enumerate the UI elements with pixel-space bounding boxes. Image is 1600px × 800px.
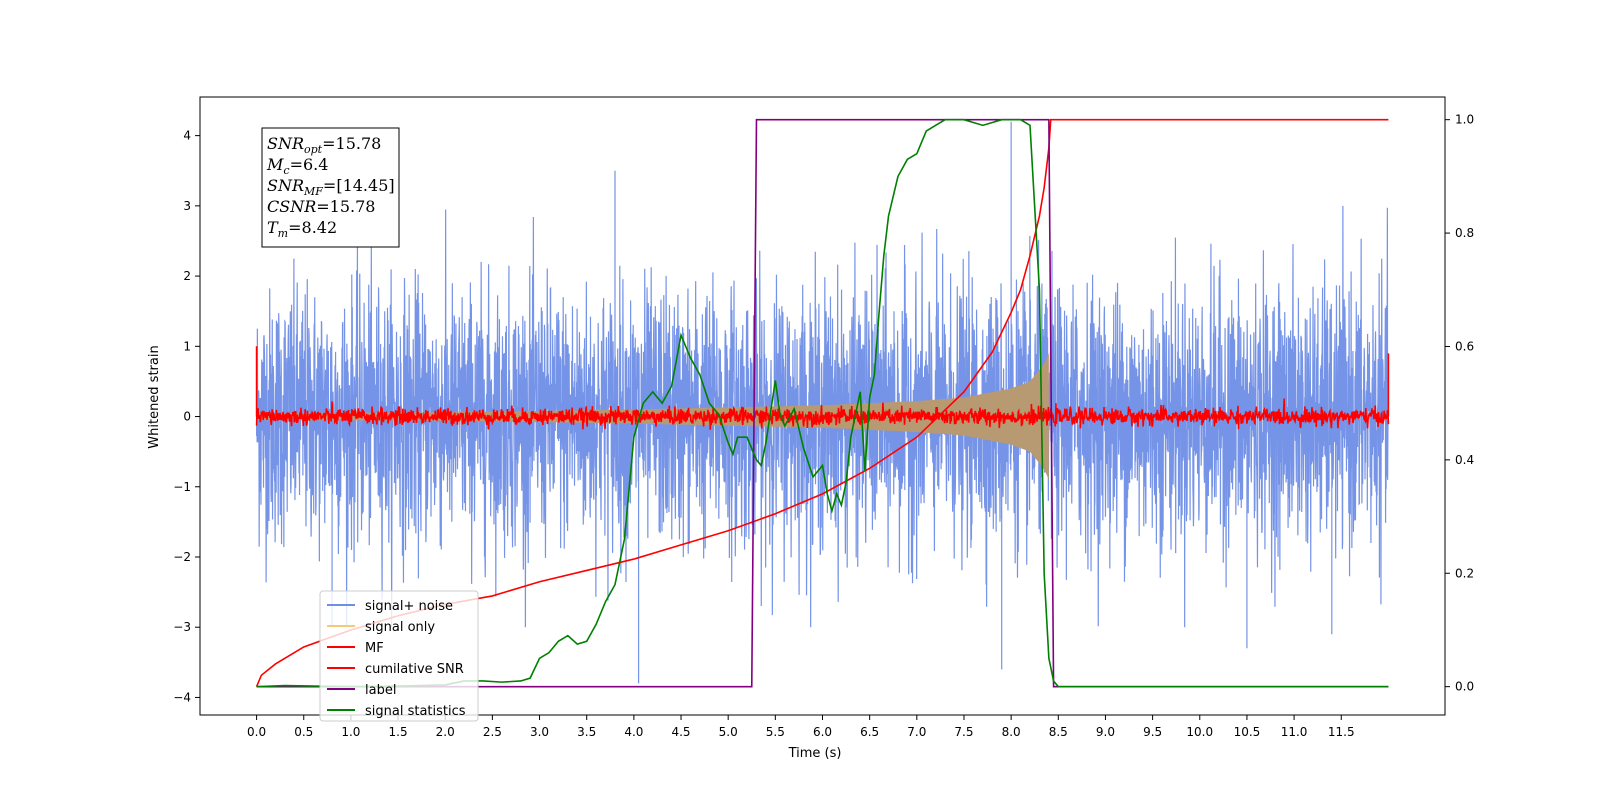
annotation-line: SNRopt=15.78 (267, 134, 381, 156)
legend: signal+ noise signal only MF cumilative SNR… (319, 590, 479, 722)
x-tick-label: 6.5 (860, 725, 879, 739)
legend-entry: label (365, 683, 396, 698)
legend-entry: MF (365, 641, 384, 656)
annotation-line: Mc=6.4 (266, 155, 328, 177)
x-tick-label: 7.0 (907, 725, 926, 739)
x-tick-label: 8.5 (1049, 725, 1068, 739)
x-tick-label: 5.5 (766, 725, 785, 739)
y-tick-label: 0 (183, 410, 191, 424)
y-tick-label: 3 (183, 199, 191, 213)
x-tick-label: 0.5 (294, 725, 313, 739)
x-tick-label: 11.0 (1281, 725, 1308, 739)
x-tick-label: 3.5 (577, 725, 596, 739)
x-tick-label: 4.0 (624, 725, 643, 739)
y-tick-label: 2 (183, 269, 191, 283)
y-tick-label: −4 (173, 690, 191, 704)
annotation-line: SNRMF=[14.45] (267, 176, 395, 198)
x-tick-label: 3.0 (530, 725, 549, 739)
series-signal-statistics (256, 118, 1389, 688)
x-tick-label: 5.0 (719, 725, 738, 739)
y2-tick-label: 0.2 (1455, 566, 1474, 580)
annotation-line: CSNR=15.78 (267, 197, 375, 216)
y2-tick-label: 0.0 (1455, 680, 1474, 694)
y-axis-label: Whitened strain (147, 345, 162, 448)
series-mf (255, 346, 1390, 430)
x-tick-label: 7.5 (954, 725, 973, 739)
y2-tick-label: 0.6 (1455, 339, 1474, 353)
x-tick-label: 1.0 (341, 725, 360, 739)
y-tick-label: −2 (173, 550, 191, 564)
legend-entry: signal statistics (365, 704, 466, 719)
legend-entry: signal+ noise (365, 599, 453, 614)
y-tick-label: −1 (173, 480, 191, 494)
x-tick-label: 9.0 (1096, 725, 1115, 739)
legend-box (319, 590, 479, 722)
y2-tick-label: 0.8 (1455, 226, 1474, 240)
x-tick-label: 0.0 (247, 725, 266, 739)
y2-tick-label: 1.0 (1455, 113, 1474, 127)
x-tick-label: 11.5 (1328, 725, 1355, 739)
x-tick-label: 10.0 (1186, 725, 1213, 739)
axes: 0.0 0.5 1.0 1.5 2.0 2.5 3.0 3.5 4.0 4.5 5.0 5.5 6.0 6… (173, 96, 1474, 739)
x-axis-label: Time (s) (788, 746, 842, 761)
stats-annotation: SNRopt=15.78Mc=6.4SNRMF=[14.45]CSNR=15.7… (261, 127, 400, 248)
x-tick-label: 6.0 (813, 725, 832, 739)
x-tick-label: 1.5 (389, 725, 408, 739)
series-signal-noise (255, 121, 1390, 684)
legend-entry: cumilative SNR (365, 662, 464, 677)
annotation-line: Tm=8.42 (267, 218, 337, 240)
legend-entry: signal only (365, 620, 435, 635)
annotation-box (261, 127, 400, 248)
x-tick-label: 2.0 (436, 725, 455, 739)
y-tick-label: −3 (173, 620, 191, 634)
y2-tick-label: 0.4 (1455, 453, 1474, 467)
y-tick-label: 1 (183, 339, 191, 353)
x-tick-label: 9.5 (1143, 725, 1162, 739)
x-tick-label: 10.5 (1234, 725, 1261, 739)
y-tick-label: 4 (183, 129, 191, 143)
x-tick-label: 4.5 (671, 725, 690, 739)
x-tick-label: 2.5 (483, 725, 502, 739)
x-tick-label: 8.0 (1002, 725, 1021, 739)
